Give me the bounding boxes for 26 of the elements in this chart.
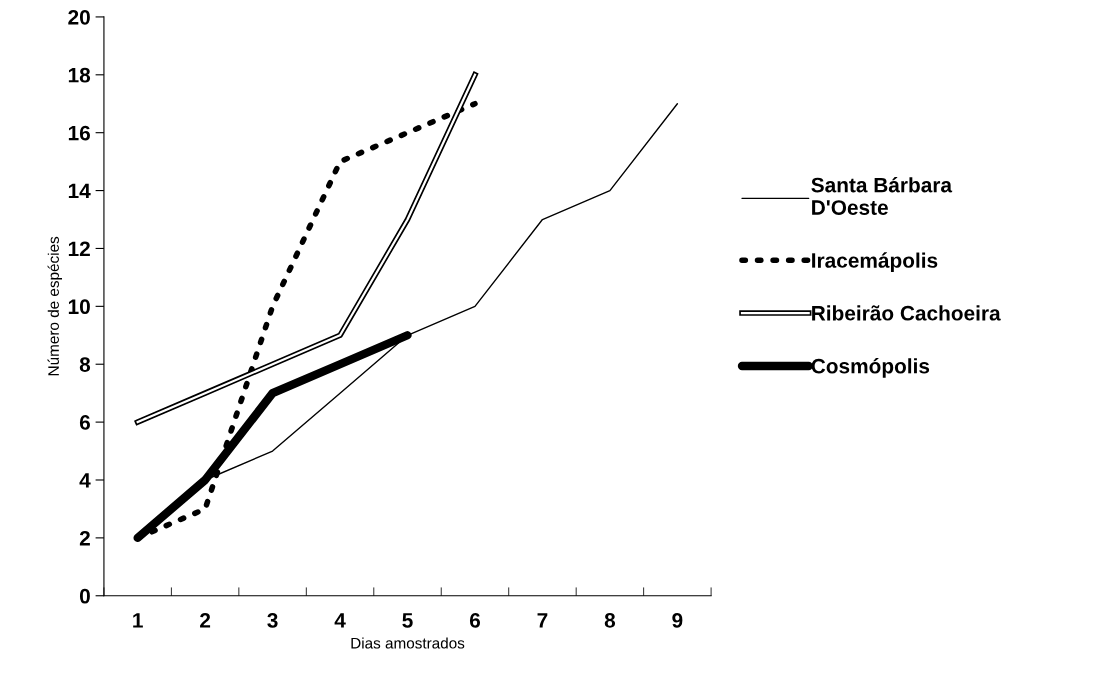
y-tick-label: 4: [79, 473, 91, 488]
y-tick-label: 12: [68, 241, 90, 257]
x-tick-label: 6: [469, 612, 481, 628]
legend-label: Iracemápolis: [812, 252, 938, 272]
y-tick-label: 6: [79, 415, 90, 430]
x-tick-label: 4: [334, 613, 346, 628]
y-tick-label: 20: [68, 9, 90, 25]
x-tick-label: 3: [267, 612, 278, 628]
x-tick-label: 9: [672, 612, 683, 628]
y-tick-label: 18: [68, 67, 91, 83]
x-tick-label: 5: [402, 613, 413, 628]
y-tick-label: 8: [79, 357, 91, 372]
x-tick-label: 8: [604, 612, 616, 628]
x-tick-label: 1: [133, 613, 143, 628]
y-axis-title: Número de espécies: [47, 236, 63, 376]
legend-label: Cosmópolis: [811, 358, 930, 378]
y-tick-label: 14: [68, 183, 91, 199]
y-tick-label: 2: [79, 530, 90, 546]
x-tick-label: 7: [537, 613, 548, 628]
legend-label: Ribeirão Cachoeira: [812, 305, 1001, 321]
y-tick-label: 10: [68, 299, 90, 315]
legend-label: Santa Bárbara D'Oeste: [811, 176, 953, 215]
y-tick-label: 0: [79, 588, 90, 604]
y-tick-label: 16: [68, 125, 90, 141]
x-tick-label: 2: [200, 612, 211, 628]
x-axis-title: Dias amostrados: [351, 637, 465, 649]
